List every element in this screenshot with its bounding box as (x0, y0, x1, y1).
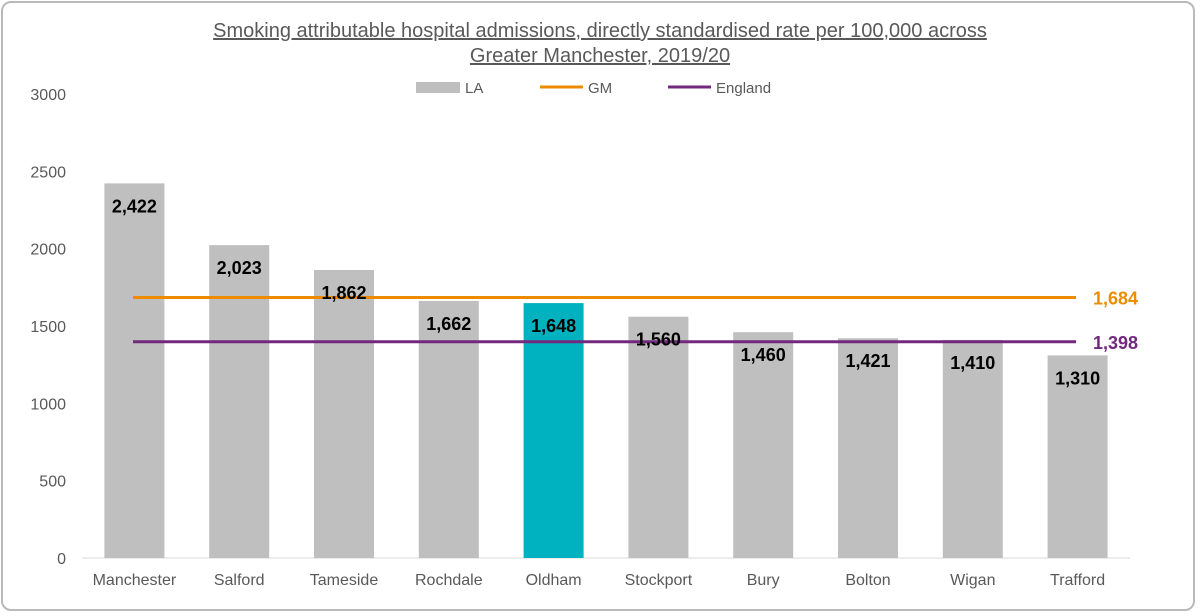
data-label: 1,648 (531, 316, 576, 336)
ref-label-gm: 1,684 (1093, 289, 1138, 309)
y-tick-label: 1000 (30, 396, 66, 413)
bar-wigan (942, 339, 1003, 558)
x-tick-label: Bury (747, 572, 780, 589)
data-label: 1,421 (845, 351, 890, 371)
bar-oldham (523, 303, 584, 558)
legend-swatch-la (416, 82, 460, 93)
data-label: 1,560 (636, 330, 681, 350)
y-tick-label: 1500 (30, 319, 66, 336)
bar-bury (733, 332, 794, 558)
legend-label-england: England (716, 80, 771, 97)
chart-title-line-1: Smoking attributable hospital admissions… (213, 20, 987, 42)
y-tick-label: 3000 (30, 87, 66, 104)
bar-manchester (104, 183, 165, 558)
data-label: 2,023 (217, 258, 262, 278)
x-tick-label: Stockport (625, 572, 693, 589)
x-tick-label: Manchester (93, 572, 177, 589)
x-tick-label: Tameside (310, 572, 379, 589)
data-label: 1,310 (1055, 368, 1100, 388)
bar-trafford (1047, 355, 1108, 558)
data-label: 1,410 (950, 353, 995, 373)
x-tick-label: Salford (214, 572, 265, 589)
data-label: 1,862 (321, 283, 366, 303)
y-tick-label: 0 (57, 551, 66, 568)
bar-bolton (838, 338, 898, 558)
chart-title: Smoking attributable hospital admissions… (0, 19, 1200, 69)
y-tick-label: 2500 (30, 164, 66, 181)
x-tick-label: Trafford (1050, 572, 1105, 589)
legend-label-la: LA (465, 80, 483, 97)
y-tick-label: 500 (39, 474, 66, 491)
x-tick-label: Rochdale (415, 572, 483, 589)
ref-label-england: 1,398 (1093, 333, 1138, 353)
x-tick-label: Bolton (845, 572, 890, 589)
y-tick-label: 2000 (30, 242, 66, 259)
legend-label-gm: GM (588, 80, 612, 97)
data-label: 1,460 (741, 345, 786, 365)
bar-salford (209, 245, 270, 559)
bar-rochdale (418, 300, 479, 558)
x-tick-label: Oldham (526, 572, 582, 589)
bar-tameside (314, 270, 374, 558)
x-tick-label: Wigan (950, 572, 995, 589)
chart-title-line-2: Greater Manchester, 2019/20 (469, 45, 731, 67)
bar-stockport (628, 316, 689, 558)
data-label: 2,422 (112, 196, 157, 216)
data-label: 1,662 (426, 314, 471, 334)
